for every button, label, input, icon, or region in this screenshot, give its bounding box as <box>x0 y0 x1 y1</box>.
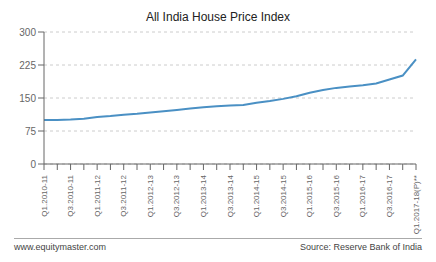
svg-text:Q3.2012-13: Q3.2012-13 <box>172 174 181 217</box>
svg-text:0: 0 <box>30 159 36 170</box>
svg-text:Q1.2014-15: Q1.2014-15 <box>252 174 261 217</box>
svg-text:75: 75 <box>25 126 37 137</box>
svg-text:150: 150 <box>19 93 36 104</box>
svg-text:Q1.2015-16: Q1.2015-16 <box>305 174 314 217</box>
html-text:www.equitymaster.com: www.equitymaster.com <box>14 241 106 252</box>
svg-text:Q3.2011-12: Q3.2011-12 <box>119 174 128 216</box>
svg-text:Q3.2014-15: Q3.2014-15 <box>279 174 288 217</box>
svg-text:Q1.2010-11: Q1.2010-11 <box>40 174 49 216</box>
svg-text:Q1.2013-14: Q1.2013-14 <box>199 174 208 217</box>
svg-text:Q1.2017-18(P)**: Q1.2017-18(P)** <box>412 175 421 234</box>
html-text:All India House Price Index: All India House Price Index <box>146 10 290 24</box>
svg-text:Q1.2016-17: Q1.2016-17 <box>358 174 367 217</box>
svg-text:Q3.2015-16: Q3.2015-16 <box>332 174 341 217</box>
svg-text:300: 300 <box>19 27 36 38</box>
svg-text:Q3.2016-17: Q3.2016-17 <box>385 174 394 217</box>
svg-text:Q3.2010-11: Q3.2010-11 <box>66 174 75 216</box>
html-text:Source: Reserve Bank of India: Source: Reserve Bank of India <box>299 241 422 252</box>
svg-text:Q3.2013-14: Q3.2013-14 <box>226 174 235 217</box>
svg-text:Q1.2012-13: Q1.2012-13 <box>146 174 155 217</box>
svg-text:Q1.2011-12: Q1.2011-12 <box>93 174 102 216</box>
svg-text:225: 225 <box>19 60 36 71</box>
